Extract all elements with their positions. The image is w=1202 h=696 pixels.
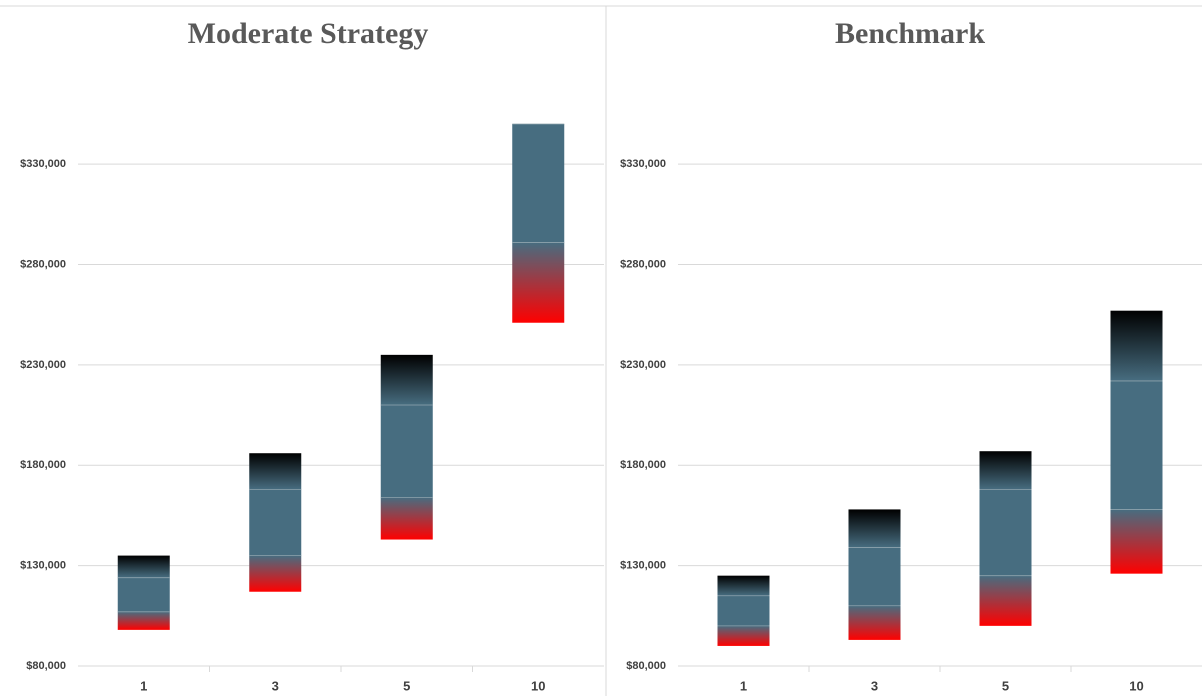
bar-upper: [380, 354, 433, 406]
y-tick-label: $280,000: [20, 258, 66, 270]
y-tick-label: $80,000: [26, 660, 66, 672]
bar-lower: [117, 611, 170, 630]
bar-upper: [117, 555, 170, 578]
x-tick-label: 1: [740, 678, 747, 693]
y-tick-label: $280,000: [620, 258, 666, 270]
chart-title: Moderate Strategy: [188, 17, 429, 50]
bar-lower: [979, 575, 1032, 626]
bar-lower: [512, 242, 565, 323]
y-tick-label: $230,000: [620, 359, 666, 371]
x-tick-label: 10: [1129, 678, 1143, 693]
bar-lower: [717, 625, 770, 646]
bar-upper: [717, 575, 770, 596]
chart-title: Benchmark: [835, 17, 985, 50]
x-tick-label: 10: [531, 678, 545, 693]
bar-middle: [979, 489, 1032, 576]
x-tick-label: 1: [140, 678, 147, 693]
bar-lower: [380, 497, 433, 540]
y-tick-label: $130,000: [620, 560, 666, 572]
bar-lower: [249, 555, 302, 592]
bar-upper: [249, 453, 302, 490]
bar-upper: [848, 509, 901, 548]
bar-middle: [249, 489, 302, 556]
bar-upper: [1110, 310, 1163, 381]
x-tick-label: 3: [871, 678, 878, 693]
y-tick-label: $330,000: [20, 158, 66, 170]
y-tick-label: $330,000: [620, 158, 666, 170]
x-tick-label: 5: [403, 678, 410, 693]
y-tick-label: $180,000: [20, 459, 66, 471]
bar-lower: [848, 605, 901, 640]
bar-upper: [979, 451, 1032, 490]
y-tick-label: $130,000: [20, 560, 66, 572]
bar-middle: [380, 405, 433, 498]
x-tick-label: 5: [1002, 678, 1009, 693]
bar-middle: [512, 124, 565, 243]
x-tick-label: 3: [272, 678, 279, 693]
bar-middle: [1110, 380, 1163, 510]
bar-middle: [717, 595, 770, 626]
bar-middle: [117, 577, 170, 612]
bar-middle: [848, 547, 901, 606]
y-tick-label: $80,000: [626, 660, 666, 672]
bar-lower: [1110, 509, 1163, 574]
y-tick-label: $180,000: [620, 459, 666, 471]
y-tick-label: $230,000: [20, 359, 66, 371]
